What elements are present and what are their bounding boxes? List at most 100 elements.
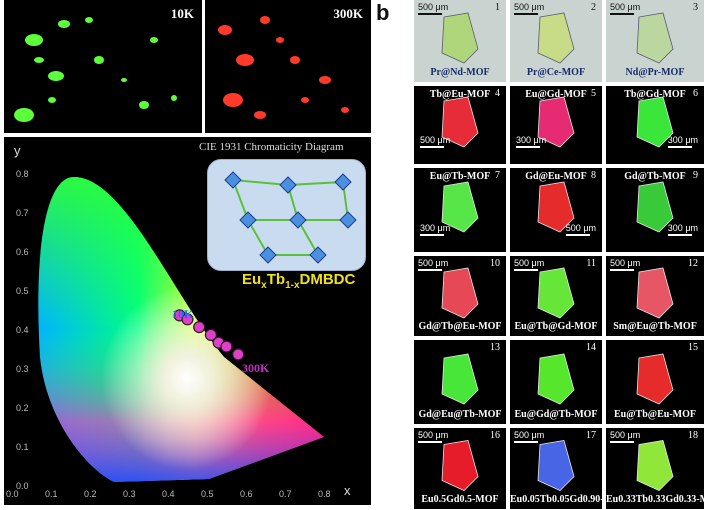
scale-bar: 300 μm xyxy=(667,223,698,236)
crystal-image xyxy=(441,12,479,64)
mof-lattice xyxy=(224,171,357,264)
crystal-image xyxy=(537,267,575,319)
scale-bar: 500 μm xyxy=(610,2,640,15)
green-emission-image: 10K xyxy=(4,0,202,133)
crystal-image xyxy=(636,267,674,319)
crystal-cell: 15 Eu@Tb@Eu-MOF xyxy=(606,340,704,424)
x-axis-label: x xyxy=(344,483,351,498)
crystal-shape xyxy=(636,96,674,148)
crystal-image xyxy=(441,181,479,233)
cie-plot xyxy=(38,177,324,482)
image-label-10k: 10K xyxy=(170,6,194,21)
cell-number: 16 xyxy=(490,430,500,441)
cell-sample-name: Tb@Eu-MOF xyxy=(429,89,491,100)
crystal-cell: 11 Eu@Tb@Gd-MOF 500 μm xyxy=(510,256,602,336)
scale-bar: 500 μm xyxy=(514,430,544,443)
crystal-shape xyxy=(636,440,674,491)
crystal-shape xyxy=(441,267,479,319)
cie-diagram: y x CIE 1931 Chromaticity Diagram EuxTb1… xyxy=(4,137,371,505)
diagram-title: CIE 1931 Chromaticity Diagram xyxy=(199,141,344,153)
label-10k: 10K xyxy=(172,307,194,321)
crystal-cell: 9 Gd@Tb-MOF 300 μm xyxy=(606,168,704,252)
chromaticity-point xyxy=(204,328,217,341)
crystal-cell: 7 Eu@Tb-MOF 300 μm xyxy=(414,168,506,252)
cell-sample-name: Eu0.5Gd0.5-MOF xyxy=(421,494,499,505)
y-tick-label: 0.5 xyxy=(16,286,29,296)
scale-bar: 300 μm xyxy=(667,135,698,148)
crystal-shape xyxy=(636,12,674,64)
chromaticity-point xyxy=(181,313,194,326)
cell-number: 2 xyxy=(591,2,596,13)
chromaticity-point xyxy=(232,348,245,361)
x-tick-label: 0.4 xyxy=(162,489,175,499)
crystal-image xyxy=(636,96,674,148)
crystal-shape xyxy=(636,181,674,233)
cell-number: 3 xyxy=(693,2,698,13)
cell-sample-name: Tb@Gd-MOF xyxy=(624,89,686,100)
cell-number: 10 xyxy=(490,258,500,269)
crystal-shape xyxy=(441,440,479,491)
x-tick-label: 0.0 xyxy=(6,489,19,499)
crystal-image xyxy=(441,96,479,148)
x-tick-label: 0.8 xyxy=(318,489,331,499)
cell-sample-name: Eu@Tb@Eu-MOF xyxy=(614,409,696,420)
crystal-shape xyxy=(537,96,575,148)
cell-sample-name: Pr@Ce-MOF xyxy=(526,67,586,78)
mof-structure-inset xyxy=(207,159,366,271)
crystal-cell: 2 Pr@Ce-MOF 500 μm xyxy=(510,0,602,82)
crystal-shape xyxy=(441,12,479,64)
cell-number: 9 xyxy=(693,170,698,181)
x-tick-label: 0.1 xyxy=(45,489,58,499)
formula-label: EuxTb1-xDMBDC xyxy=(242,271,356,291)
cell-sample-name: Gd@Tb-MOF xyxy=(624,171,686,182)
cell-sample-name: Gd@Eu-MOF xyxy=(525,171,587,182)
crystal-shape xyxy=(636,267,674,319)
red-speckles xyxy=(218,16,349,119)
cell-number: 4 xyxy=(495,88,500,99)
y-tick-label: 0.8 xyxy=(16,169,29,179)
cell-sample-name: Eu@Gd@Tb-MOF xyxy=(514,409,598,420)
y-tick-label: 0.0 xyxy=(16,481,29,491)
crystal-image xyxy=(441,440,479,491)
x-tick-label: 0.7 xyxy=(279,489,292,499)
cell-sample-name: Pr@Nd-MOF xyxy=(430,67,490,78)
chromaticity-point xyxy=(193,321,206,334)
cell-sample-name: Gd@Eu@Tb-MOF xyxy=(418,409,502,420)
cell-number: 5 xyxy=(591,88,596,99)
x-tick-label: 0.2 xyxy=(84,489,97,499)
cell-number: 11 xyxy=(586,258,596,269)
crystal-cell: 4 Tb@Eu-MOF 500 μm xyxy=(414,86,506,164)
crystal-shape xyxy=(537,181,575,233)
crystal-cell: 18 Eu0.33Tb0.33Gd0.33-MOF 500 μm xyxy=(606,428,704,509)
crystal-cell: 3 Nd@Pr-MOF 500 μm xyxy=(606,0,704,82)
scale-bar: 500 μm xyxy=(514,258,544,271)
y-tick-label: 0.7 xyxy=(16,208,29,218)
cell-sample-name: Nd@Pr-MOF xyxy=(625,67,685,78)
red-emission-image: 300K xyxy=(205,0,371,133)
crystal-image xyxy=(537,96,575,148)
crystal-shape xyxy=(537,267,575,319)
scale-bar: 500 μm xyxy=(420,135,450,148)
crystal-cell: 14 Eu@Gd@Tb-MOF xyxy=(510,340,602,424)
crystal-image xyxy=(636,181,674,233)
scale-bar: 500 μm xyxy=(610,258,640,271)
crystal-image xyxy=(636,12,674,64)
x-tick-label: 0.6 xyxy=(240,489,253,499)
green-speckles xyxy=(14,17,177,122)
cell-number: 18 xyxy=(688,430,698,441)
crystal-image xyxy=(537,181,575,233)
crystal-cell: 1 Pr@Nd-MOF 500 μm xyxy=(414,0,506,82)
x-tick-label: 0.3 xyxy=(123,489,136,499)
cell-sample-name: Eu@Gd-MOF xyxy=(525,89,587,100)
crystal-shape xyxy=(537,440,575,491)
cell-number: 7 xyxy=(495,170,500,181)
cell-sample-name: Sm@Eu@Tb-MOF xyxy=(613,321,697,332)
cell-number: 14 xyxy=(586,342,596,353)
y-axis-label: y xyxy=(14,143,21,158)
crystal-shape xyxy=(441,96,479,148)
y-tick-label: 0.4 xyxy=(16,325,29,335)
cell-number: 12 xyxy=(688,258,698,269)
crystal-shape xyxy=(537,12,575,64)
y-tick-label: 0.3 xyxy=(16,364,29,374)
chromaticity-point xyxy=(220,340,233,353)
